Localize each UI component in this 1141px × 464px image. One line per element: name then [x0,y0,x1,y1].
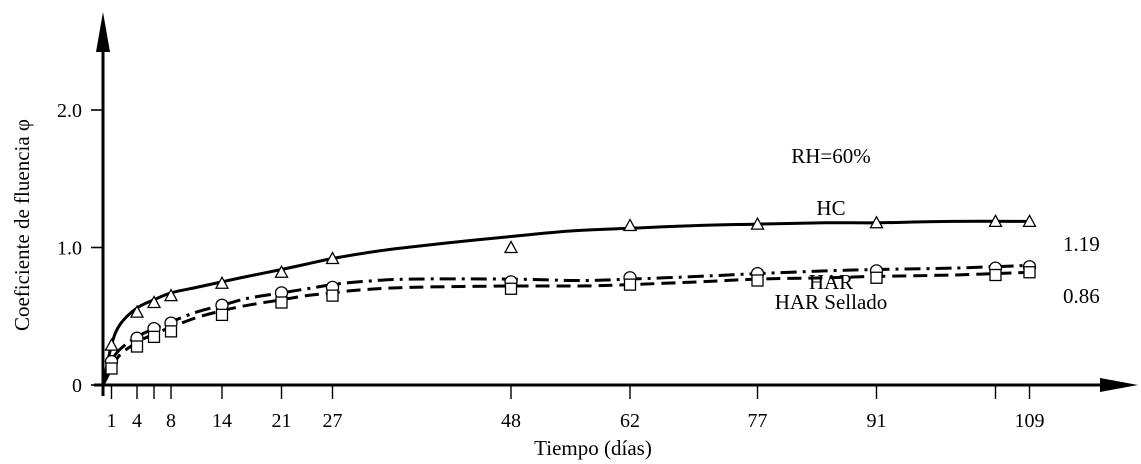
series-line-har-sellado [101,270,1030,386]
data-point-har-sellado [1023,266,1036,279]
series-label-har-sellado: HAR Sellado [775,290,888,314]
data-point-har-sellado [147,330,161,344]
data-point-hc [622,218,638,232]
x-tick-label: 4 [132,410,142,432]
data-point-har-sellado [105,362,118,375]
data-point-hc [503,240,519,254]
x-tick-label: 21 [272,410,292,432]
x-tick-label: 91 [867,410,887,432]
data-point-hc [750,216,765,230]
x-tick-label: 48 [501,410,521,432]
data-point-hc [104,337,119,351]
tick-marks [91,109,1031,399]
x-axis-title: Tiempo (días) [534,436,652,460]
data-point-hc [163,288,179,302]
data-point-hc [274,264,289,278]
data-point-har-sellado [870,271,883,284]
series-line-hc [101,219,1030,386]
series-label-har: HAR [809,270,853,294]
data-point-hc [146,295,162,309]
axes [94,12,1138,396]
data-point-hc [869,215,884,229]
data-point-har-sellado [130,340,144,353]
y-tick-label: 0 [72,375,82,397]
data-point-har-sellado [751,274,764,287]
data-point-hc [214,275,230,289]
data-point-hc [129,304,145,318]
series-line-har [101,263,1030,386]
data-point-hc [325,251,340,265]
data-point-har-sellado [164,325,178,338]
data-point-hc [1022,214,1037,228]
x-tick-label: 27 [323,410,343,432]
y-axis-arrow [96,12,110,52]
data-point-hc [988,214,1003,228]
data-point-har-sellado [215,308,229,322]
x-axis-arrow [1100,378,1138,392]
y-tick-label: 1.0 [57,238,82,260]
data-point-har-sellado [504,282,518,295]
end-value-hc: 1.19 [1063,232,1100,256]
rh-annotation: RH=60% [791,144,871,168]
x-tick-label: 62 [620,410,640,432]
end-value-har: 0.86 [1063,284,1100,308]
markers-group [104,214,1037,375]
y-tick-label: 2.0 [57,100,82,122]
x-tick-label: 1 [107,410,117,432]
x-tick-label: 109 [1015,410,1045,432]
x-tick-label: 77 [748,410,768,432]
data-point-har-sellado [989,268,1002,282]
y-axis-title: Coeficiente de fluencia φ [10,119,34,331]
series-label-hc: HC [816,196,845,220]
data-point-har-sellado [275,296,288,309]
data-point-har-sellado [326,289,339,302]
x-tick-label: 8 [166,410,176,432]
data-point-har-sellado [623,278,637,291]
series-group [101,219,1030,386]
x-tick-label: 14 [212,410,232,432]
